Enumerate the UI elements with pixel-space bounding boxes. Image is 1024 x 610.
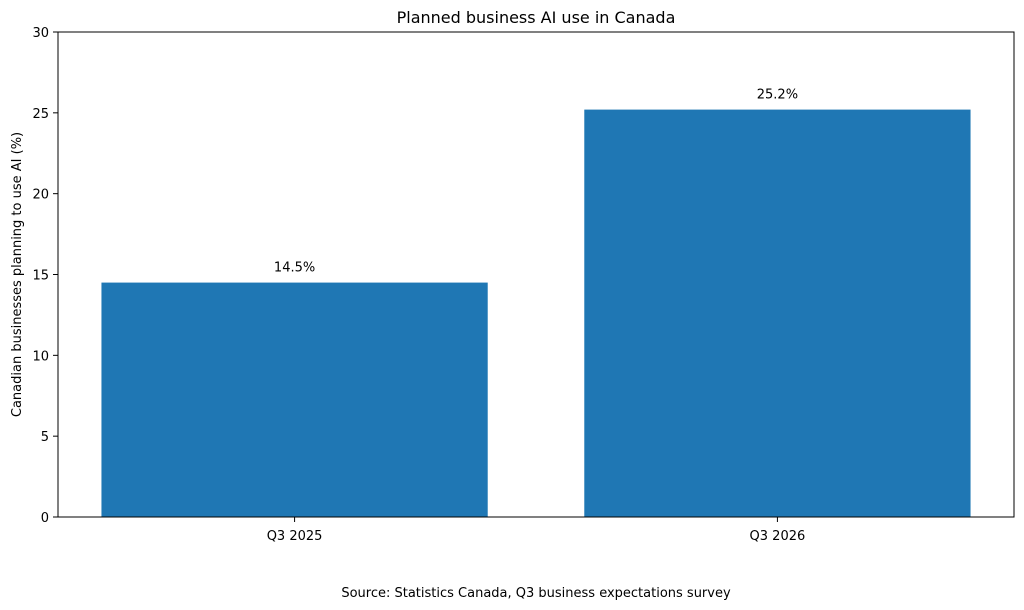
chart-title: Planned business AI use in Canada [397,8,676,27]
y-axis-label: Canadian businesses planning to use AI (… [10,132,25,417]
x-tick-label: Q3 2026 [750,529,806,544]
bar-q3-2026 [584,109,971,517]
y-tick-label: 10 [32,349,49,364]
source-note: Source: Statistics Canada, Q3 business e… [341,586,731,601]
bar-value-label: 25.2% [757,88,798,103]
plot-frame [57,31,1015,518]
y-tick-label: 25 [32,107,49,122]
y-axis-ticks: 0 5 10 15 20 25 30 [32,26,58,526]
bars [101,109,971,517]
x-tick-label: Q3 2025 [267,529,323,544]
x-axis-ticks: Q3 2025 Q3 2026 [267,517,806,544]
y-tick-label: 5 [41,430,49,445]
y-tick-label: 20 [32,188,49,203]
y-tick-label: 0 [41,511,49,526]
y-tick-label: 30 [32,26,49,41]
bar-value-label: 14.5% [274,261,315,276]
y-tick-label: 15 [32,269,49,284]
bar-data-labels: 14.5% 25.2% [274,88,798,276]
bar-q3-2025 [101,282,488,517]
